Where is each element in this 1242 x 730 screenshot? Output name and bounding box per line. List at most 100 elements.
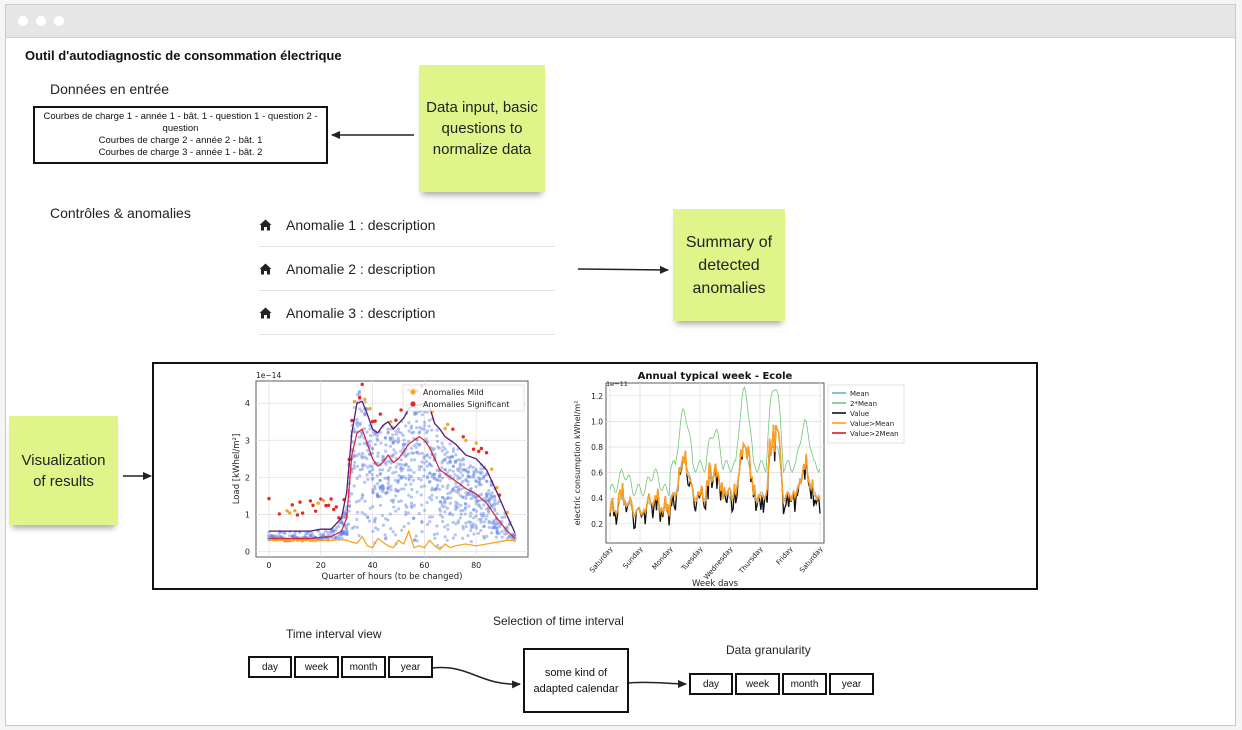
data-point [492,501,497,505]
data-point [396,436,400,440]
calendar-picker[interactable]: some kind of adapted calendar [523,648,629,713]
data-point [448,455,452,459]
data-point [423,420,427,424]
data-point [469,492,473,497]
data-point [443,497,447,501]
anomaly-item[interactable]: Anomalie 1 : description [259,203,555,247]
data-point [355,510,360,514]
data-point [445,455,450,459]
data-point [485,494,489,498]
data-point [293,534,297,538]
data-point [368,434,373,438]
data-point [391,441,395,445]
data-point [402,463,406,467]
data-point [381,456,385,460]
anomaly-significant-point [350,418,354,423]
data-point [399,499,403,503]
anomaly-item[interactable]: Anomalie 2 : description [259,247,555,291]
data-point [381,485,385,489]
data-input-list[interactable]: Courbes de charge 1 - année 1 - bât. 1 -… [33,106,328,164]
window-dot-icon[interactable] [18,16,28,26]
data-input-line[interactable]: Courbes de charge 1 - année 1 - bât. 1 -… [43,111,318,134]
sticky-note-anomalies[interactable]: Summary of detected anomalies [673,209,785,321]
data-point [399,458,403,462]
data-point [303,534,308,538]
data-point [456,477,460,481]
data-point [376,454,380,458]
data-point [482,503,486,507]
data-point [363,413,367,417]
series-2mean-line [609,386,821,497]
data-point [407,429,411,433]
data-point [422,456,426,460]
data-point [381,523,386,527]
data-point [401,442,406,446]
legend-label: Value [850,410,869,418]
data-point [438,507,442,511]
data-point [492,518,496,523]
data-input-line[interactable]: Courbes de charge 2 - année 2 - bât. 1 [98,135,263,146]
data-point [503,532,507,536]
data-point [489,503,493,507]
anomaly-mild-point [495,485,499,490]
data-point [463,512,467,516]
data-point [432,477,436,481]
data-point [490,491,494,495]
sticky-note-visualization[interactable]: Visualization of results [9,416,118,525]
data-point [404,453,408,457]
data-point [487,521,491,525]
data-point [437,446,441,451]
data-point [347,504,352,508]
anomaly-significant-point [300,511,305,515]
granularity-month-button[interactable]: month [782,673,827,695]
time-interval-week-button[interactable]: week [294,656,339,678]
time-interval-day-button[interactable]: day [248,656,292,678]
data-point [482,534,486,539]
lower-line [269,529,515,551]
data-point [375,437,379,441]
data-point [428,463,432,467]
data-point [409,468,413,472]
data-point [352,463,356,468]
data-point [371,476,375,480]
calendar-label: Selection of time interval [493,614,624,628]
granularity-day-button[interactable]: day [689,673,733,695]
typical-week-chart: Annual typical week - Ecole 1e−11 0.2 0.4 0.… [573,371,905,586]
data-point [358,474,362,478]
data-point [443,505,447,509]
granularity-year-button[interactable]: year [829,673,874,695]
data-point [373,484,377,488]
time-interval-month-button[interactable]: month [341,656,386,678]
granularity-week-button[interactable]: week [735,673,780,695]
data-point [425,500,429,505]
y-axis-label: Load [kWhel/m²] [232,434,242,505]
data-point [420,519,424,523]
data-point [412,470,416,475]
data-input-line[interactable]: Courbes de charge 3 - année 1 - bât. 2 [98,147,263,158]
time-interval-year-button[interactable]: year [388,656,433,678]
data-point [355,464,360,468]
data-point [435,434,439,438]
y-tick-label: 1.0 [591,417,603,426]
data-point [451,488,455,492]
data-point [355,420,359,424]
data-point [402,524,406,529]
data-point [486,510,491,514]
data-point [487,489,491,493]
load-scatter-chart: 0 20 40 60 80 0 1 2 3 4 1e−14 Quarter of hours (to … [232,371,529,582]
anomaly-significant-point [295,513,300,517]
time-interval-segmented: day week month year [248,656,433,678]
data-point [463,502,468,506]
mean-line [269,428,516,540]
data-point [446,496,450,500]
window-dot-icon[interactable] [36,16,46,26]
sticky-note-data-input[interactable]: Data input, basic questions to normalize… [419,65,545,192]
data-point [345,530,349,535]
series-value-above-mean-line [609,424,821,518]
data-point [474,501,478,506]
data-point [410,431,414,435]
window-dot-icon[interactable] [54,16,64,26]
data-point [495,531,499,535]
anomaly-item[interactable]: Anomalie 3 : description [259,291,555,335]
anomaly-significant-point [484,451,489,455]
